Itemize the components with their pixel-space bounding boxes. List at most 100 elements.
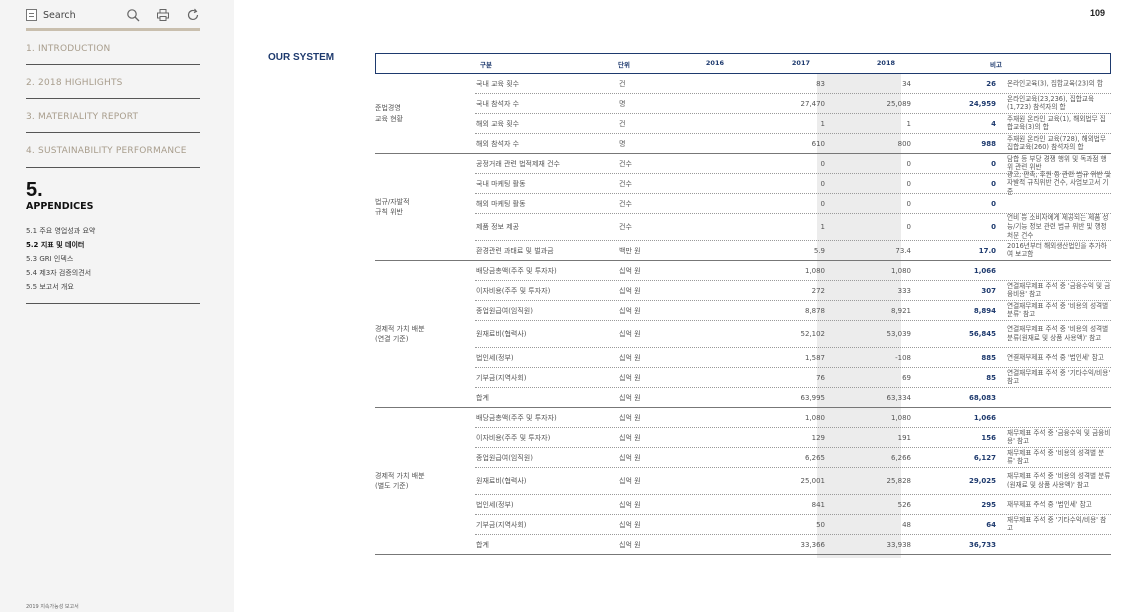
group-label: 법규/자발적 규칙 위반: [375, 197, 410, 217]
row-unit: 명: [619, 139, 626, 148]
refresh-icon[interactable]: [186, 8, 200, 22]
value-2018: 56,845: [968, 330, 996, 338]
row-note: 연결재무제표 주석 중 '금융수익 및 금융비용' 참고: [1007, 281, 1111, 299]
value-2016: 50: [816, 520, 825, 529]
search-label: Search: [43, 9, 76, 21]
value-2016: 76: [816, 373, 825, 382]
row-item: 이자비용(주주 및 투자자): [476, 433, 551, 442]
table-row: 환경관련 과태료 및 벌과금 백만 원 5.9 73.4 17.0 2016년부터 해외생…: [475, 241, 1111, 261]
value-2017: 34: [902, 79, 911, 88]
row-item: 해외 마케팅 활동: [476, 199, 526, 208]
value-2016: 63,995: [800, 393, 826, 402]
row-unit: 십억 원: [619, 540, 641, 549]
row-item: 제품 정보 제공: [476, 223, 520, 231]
value-2016: 6,265: [804, 453, 825, 462]
row-unit: 십억 원: [619, 413, 641, 422]
row-unit: 백만 원: [619, 246, 641, 255]
sub-item-summary[interactable]: 5.1 주요 영업성과 요약: [26, 227, 96, 235]
value-2017: 0: [906, 199, 911, 208]
row-item: 배당금총액(주주 및 투자자): [476, 413, 557, 422]
row-item: 종업원급여(임직원): [476, 453, 533, 462]
row-unit: 십억 원: [619, 266, 641, 275]
row-item: 국내 참석자 수: [476, 99, 520, 108]
header-2018: 2018: [876, 59, 895, 67]
value-2017: 0: [906, 179, 911, 188]
value-2018: 29,025: [968, 477, 996, 485]
row-note: 재무제표 주석 중 '비용의 성격별 분류' 참고: [1007, 448, 1105, 466]
table-row: 기부금(지역사회) 십억 원 76 69 85 연결재무제표 주석 중 '기타수익/비용'…: [475, 368, 1111, 388]
row-unit: 건: [619, 79, 626, 88]
row-unit: 십억 원: [619, 520, 641, 529]
value-2016: 0: [820, 159, 825, 168]
sidebar: Search 1. INTRODUCTION 2. 2018 HIGHLIGHT…: [0, 0, 234, 612]
value-2018: 36,733: [968, 540, 996, 549]
row-note: 주재원 온라인 교육(728), 해외법무 집합교육(260) 참석자의 합: [1007, 134, 1106, 152]
footer-text: 2019 지속가능성 보고서: [26, 604, 79, 610]
sub-item-gri[interactable]: 5.3 GRI 인덱스: [26, 255, 74, 263]
row-unit: 건: [619, 119, 626, 128]
row-unit: 건수: [619, 223, 632, 231]
value-2017: 53,039: [886, 330, 912, 338]
header-2016: 2016: [705, 59, 724, 67]
value-2017: 800: [897, 139, 911, 148]
sub-item-overview[interactable]: 5.5 보고서 개요: [26, 283, 74, 291]
value-2018: 6,127: [973, 453, 996, 462]
value-2017: 33,938: [886, 540, 912, 549]
section-title: OUR SYSTEM: [268, 52, 335, 63]
row-unit: 십억 원: [619, 353, 641, 362]
current-section-title[interactable]: APPENDICES: [26, 201, 94, 212]
row-unit: 십억 원: [619, 286, 641, 295]
group-divider: [375, 260, 475, 261]
row-note: 온라인교육(23,236), 집합교육(1,723) 참석자의 합: [1007, 94, 1095, 112]
menu-divider: [26, 132, 200, 133]
row-unit: 십억 원: [619, 433, 641, 442]
menu-materiality[interactable]: 3. MATERIALITY REPORT: [26, 112, 139, 122]
table-row: 제품 정보 제공 건수 1 0 0 언비 등 소비자에게 제공되는 제품 성능/기능 정보…: [475, 214, 1111, 241]
print-icon[interactable]: [156, 8, 170, 22]
value-2016: 8,878: [804, 306, 825, 315]
sub-item-assurance[interactable]: 5.4 제3자 검증의견서: [26, 269, 92, 277]
value-2017: 1: [906, 119, 911, 128]
table-row: 원재료비(협력사) 십억 원 25,001 25,828 29,025 재무제표 주석 중…: [475, 468, 1111, 495]
group-label: 경제적 가치 배분 (별도 기준): [375, 471, 425, 491]
sub-item-indicators[interactable]: 5.2 지표 및 데이터: [26, 241, 85, 249]
data-table: 구분 단위 2016 2017 2018 비고 국내 교육 횟수 건 83 34 26 온…: [375, 53, 1111, 558]
row-note: 연결재무제표 주석 중 '법인세' 참고: [1007, 353, 1104, 362]
value-2017: 63,334: [886, 393, 912, 402]
menu-highlights[interactable]: 2. 2018 HIGHLIGHTS: [26, 78, 123, 88]
menu-divider: [26, 167, 200, 168]
table-row: 국내 교육 횟수 건 83 34 26 온라인교육(3), 집합교육(23)의 합: [475, 74, 1111, 94]
value-2018: 17.0: [978, 246, 996, 255]
menu-sustainability[interactable]: 4. SUSTAINABILITY PERFORMANCE: [26, 146, 187, 156]
row-unit: 건수: [619, 159, 632, 168]
menu-introduction[interactable]: 1. INTRODUCTION: [26, 44, 111, 54]
table-row: 해외 참석자 수 명 610 800 988 주재원 온라인 교육(728), 해외법무 …: [475, 134, 1111, 154]
value-2016: 33,366: [800, 540, 826, 549]
value-2018: 1,066: [973, 413, 996, 422]
value-2016: 272: [811, 286, 825, 295]
value-2017: 1,080: [890, 266, 911, 275]
row-note: 연결재무제표 주석 중 '비용의 성격별 분류(원재료 및 상품 사용액)' 참…: [1007, 325, 1109, 342]
value-2016: 1,587: [804, 353, 825, 362]
row-note: 재무제표 주석 중 '비용의 성격별 분류(원재료 및 상품 사용액)' 참고: [1007, 472, 1111, 489]
value-2017: -108: [895, 353, 911, 362]
group-label: 준법경영 교육 현황: [375, 104, 403, 123]
value-2018: 8,894: [973, 306, 996, 315]
row-item: 종업원급여(임직원): [476, 306, 533, 315]
value-2018: 307: [981, 286, 996, 295]
header-note: 비고: [990, 61, 1002, 69]
magnifier-icon[interactable]: [126, 8, 140, 22]
table-row: 배당금총액(주주 및 투자자) 십억 원 1,080 1,080 1,066: [475, 261, 1111, 281]
row-item: 환경관련 과태료 및 벌과금: [476, 246, 554, 255]
value-2018: 0: [991, 179, 996, 188]
row-note: 재무제표 주석 중 '법인세' 참고: [1007, 500, 1092, 509]
current-section-number: 5.: [26, 179, 43, 201]
row-note: 주재원 온라인 교육(1), 해외법무 집합교육(3)의 합: [1007, 114, 1106, 132]
row-unit: 건수: [619, 179, 632, 188]
value-2016: 1,080: [804, 266, 825, 275]
menu-divider: [26, 303, 200, 304]
header-unit: 단위: [618, 61, 630, 69]
search-button[interactable]: Search: [26, 9, 76, 21]
value-2018: 885: [981, 353, 996, 362]
value-2017: 0: [906, 223, 911, 231]
